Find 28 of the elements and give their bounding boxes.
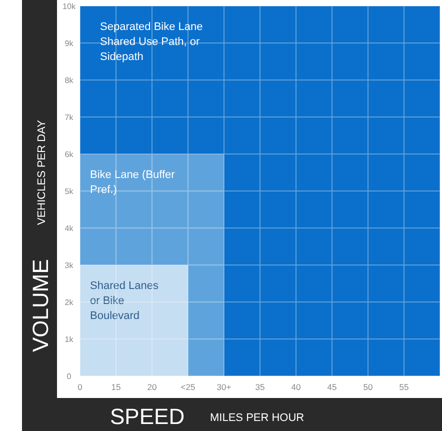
x-tick-label: 45: [327, 382, 337, 392]
y-tick-label: 8k: [64, 76, 74, 85]
x-tick-label: 30+: [216, 382, 232, 392]
text: VEHICLES PER DAY: [36, 119, 48, 225]
y-tick-label: 10k: [62, 2, 76, 11]
text: MILES PER HOUR: [210, 412, 304, 424]
y-tick-label: 9k: [64, 38, 74, 48]
series-label: Shared Lanes or Bike Boulevard: [90, 280, 159, 322]
y-tick-label: 1k: [64, 334, 74, 344]
y-tick-label: 3k: [64, 260, 74, 270]
x-tick-label: 0: [78, 382, 83, 392]
y-tick-label: 4k: [64, 224, 74, 233]
y-tick-label: 6k: [64, 150, 74, 159]
y-tick-label: 5k: [64, 186, 74, 196]
y-tick-label: 2k: [64, 298, 74, 307]
y-tick-label: 7k: [64, 112, 74, 122]
y-tick-label: 0: [66, 372, 72, 381]
series-label: Separated Bike Lane Shared Use Path, or Sidepath: [100, 21, 203, 63]
x-tick-label: 50: [363, 382, 373, 392]
x-tick-label: <25: [180, 382, 196, 392]
x-tick-label: 35: [255, 382, 265, 392]
x-axis-title: SPEED: [110, 404, 185, 429]
x-tick-label: 15: [111, 382, 121, 392]
series-label: Bike Lane (Buffer Pref.): [90, 169, 176, 196]
x-tick-label: 55: [399, 382, 409, 392]
x-tick-label: 40: [291, 382, 301, 392]
x-tick-label: 20: [147, 382, 157, 392]
y-axis-title: VOLUME: [28, 259, 53, 352]
